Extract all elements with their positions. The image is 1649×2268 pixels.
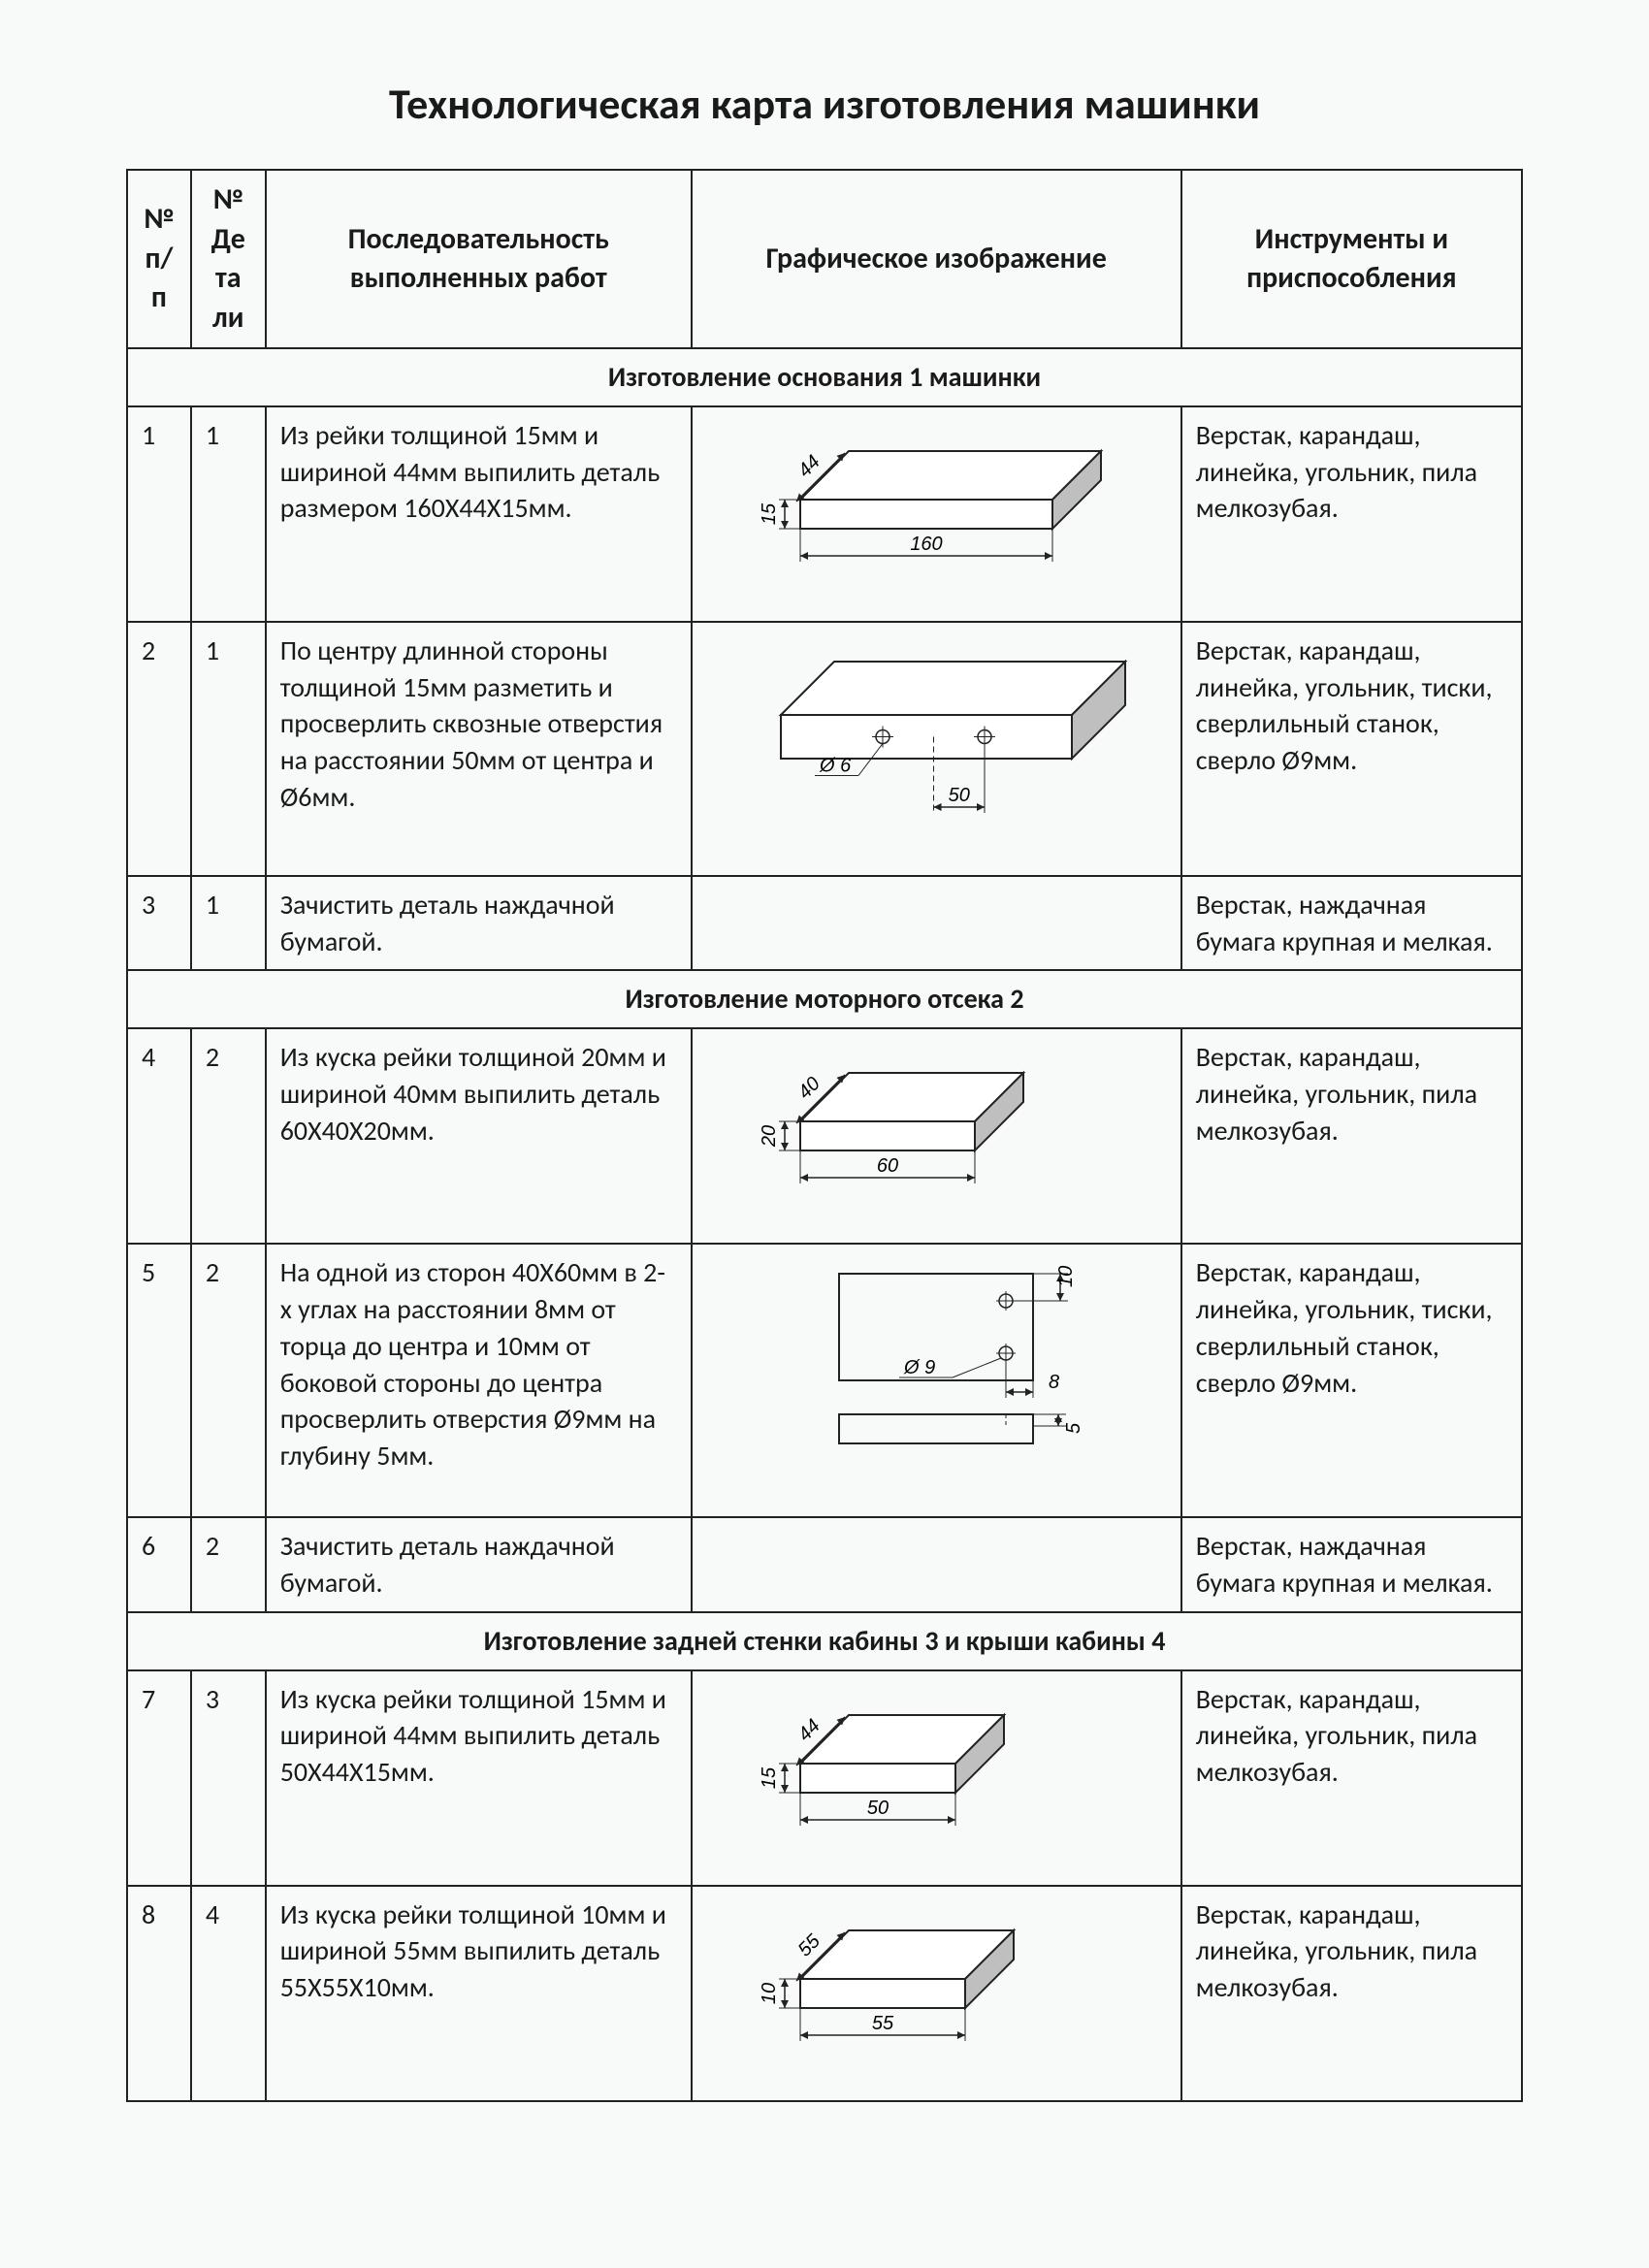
cell-num: 8 (127, 1886, 191, 2101)
cell-work: Из рейки толщиной 15мм и шириной 44мм вы… (266, 406, 692, 622)
cell-tools: Верстак, карандаш, линейка, угольник, пи… (1181, 1028, 1522, 1244)
table-row: 3 1 Зачистить деталь наждачной бумагой. … (127, 876, 1522, 971)
svg-text:44: 44 (794, 451, 824, 481)
svg-text:8: 8 (1049, 1372, 1059, 1393)
svg-text:60: 60 (877, 1155, 898, 1177)
svg-text:5: 5 (1063, 1422, 1084, 1434)
cell-work: Зачистить деталь наждачной бумагой. (266, 876, 692, 971)
cell-graphic: Ø 6 50 (692, 622, 1181, 876)
cell-part: 2 (191, 1517, 266, 1612)
cell-work: Из куска рейки толщиной 10мм и шириной 5… (266, 1886, 692, 2101)
cell-part: 1 (191, 622, 266, 876)
table-row: 5 2 На одной из сторон 40Х60мм в 2-х угл… (127, 1244, 1522, 1517)
cell-tools: Верстак, карандаш, линейка, угольник, ти… (1181, 1244, 1522, 1517)
svg-text:15: 15 (759, 1766, 780, 1789)
cell-tools: Верстак, карандаш, линейка, угольник, пи… (1181, 406, 1522, 622)
cell-part: 1 (191, 406, 266, 622)
col-tools: Инструменты и приспособления (1181, 170, 1522, 348)
table-header-row: № п/п № Де та ли Последовательность выпо… (127, 170, 1522, 348)
cell-tools: Верстак, карандаш, линейка, угольник, ти… (1181, 622, 1522, 876)
svg-text:55: 55 (872, 2013, 894, 2034)
table-row: 8 4 Из куска рейки толщиной 10мм и ширин… (127, 1886, 1522, 2101)
process-table: № п/п № Де та ли Последовательность выпо… (126, 169, 1523, 2102)
cell-graphic: 60 20 40 (692, 1028, 1181, 1244)
table-row: 7 3 Из куска рейки толщиной 15мм и ширин… (127, 1670, 1522, 1886)
cell-graphic (692, 1517, 1181, 1612)
page-title: Технологическая карта изготовления машин… (126, 78, 1523, 130)
section-title: Изготовление моторного отсека 2 (127, 970, 1522, 1028)
svg-text:Ø 6: Ø 6 (819, 755, 852, 776)
cell-graphic: Ø 9 8 10 5 (692, 1244, 1181, 1517)
col-graphic: Графическое изображение (692, 170, 1181, 348)
cell-part: 1 (191, 876, 266, 971)
page: Технологическая карта изготовления машин… (0, 0, 1649, 2268)
table-row: 6 2 Зачистить деталь наждачной бумагой. … (127, 1517, 1522, 1612)
cell-part: 3 (191, 1670, 266, 1886)
section-title: Изготовление задней стенки кабины 3 и кр… (127, 1612, 1522, 1670)
cell-graphic (692, 876, 1181, 971)
col-work: Последовательность выполненных работ (266, 170, 692, 348)
cell-num: 1 (127, 406, 191, 622)
cell-num: 2 (127, 622, 191, 876)
svg-text:160: 160 (911, 534, 943, 555)
cell-num: 7 (127, 1670, 191, 1886)
cell-work: Из куска рейки толщиной 15мм и шириной 4… (266, 1670, 692, 1886)
cell-work: На одной из сторон 40Х60мм в 2-х углах н… (266, 1244, 692, 1517)
cell-graphic: 55 10 55 (692, 1886, 1181, 2101)
table-row: 1 1 Из рейки толщиной 15мм и шириной 44м… (127, 406, 1522, 622)
cell-graphic: 50 15 44 (692, 1670, 1181, 1886)
svg-text:44: 44 (794, 1715, 824, 1745)
svg-text:10: 10 (1055, 1266, 1077, 1287)
cell-graphic: 160 15 44 (692, 406, 1181, 622)
svg-text:40: 40 (794, 1073, 824, 1103)
section-row: Изготовление моторного отсека 2 (127, 970, 1522, 1028)
cell-work: По центру длинной стороны толщиной 15мм … (266, 622, 692, 876)
cell-tools: Верстак, карандаш, линейка, угольник, пи… (1181, 1670, 1522, 1886)
section-row: Изготовление основания 1 машинки (127, 348, 1522, 406)
cell-work: Из куска рейки толщиной 20мм и шириной 4… (266, 1028, 692, 1244)
svg-text:50: 50 (949, 785, 970, 806)
cell-part: 2 (191, 1244, 266, 1517)
svg-text:50: 50 (867, 1798, 889, 1819)
svg-text:20: 20 (759, 1125, 780, 1148)
col-num: № п/п (127, 170, 191, 348)
table-row: 4 2 Из куска рейки толщиной 20мм и ширин… (127, 1028, 1522, 1244)
cell-num: 4 (127, 1028, 191, 1244)
cell-work: Зачистить деталь наждачной бумагой. (266, 1517, 692, 1612)
cell-tools: Верстак, наждачная бумага крупная и мелк… (1181, 876, 1522, 971)
cell-tools: Верстак, карандаш, линейка, угольник, пи… (1181, 1886, 1522, 2101)
cell-tools: Верстак, наждачная бумага крупная и мелк… (1181, 1517, 1522, 1612)
svg-text:Ø 9: Ø 9 (903, 1357, 935, 1378)
section-title: Изготовление основания 1 машинки (127, 348, 1522, 406)
svg-text:10: 10 (759, 1982, 780, 2003)
cell-num: 3 (127, 876, 191, 971)
cell-num: 6 (127, 1517, 191, 1612)
cell-num: 5 (127, 1244, 191, 1517)
cell-part: 4 (191, 1886, 266, 2101)
svg-text:15: 15 (759, 502, 780, 525)
section-row: Изготовление задней стенки кабины 3 и кр… (127, 1612, 1522, 1670)
table-row: 2 1 По центру длинной стороны толщиной 1… (127, 622, 1522, 876)
cell-part: 2 (191, 1028, 266, 1244)
col-part: № Де та ли (191, 170, 266, 348)
